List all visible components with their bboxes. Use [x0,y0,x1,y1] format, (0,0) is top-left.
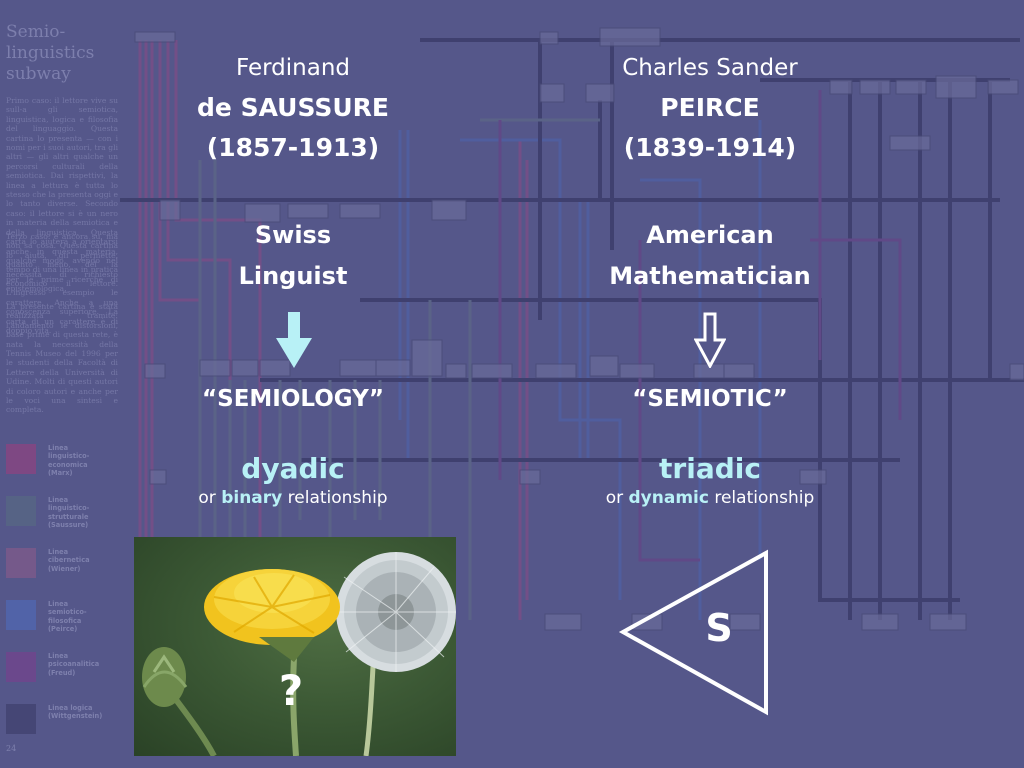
peirce-nationality: American [646,221,774,249]
saussure-first-name: Ferdinand [235,55,350,81]
down-arrow-icon [276,312,312,368]
panel-paragraph: Primo caso: il lettore vive su sull-a gl… [6,96,118,294]
peirce-relation-text: or dynamic relationship [570,486,850,510]
legend-swatch [6,704,36,734]
panel-title: Semio- linguistics subway [6,22,95,84]
relation-suffix: relationship [708,488,815,508]
legend-swatch [6,652,36,682]
saussure-heading: Ferdinand de SAUSSURE (1857-1913) [170,48,416,168]
legend-swatch [6,444,36,474]
question-mark: ? [278,666,304,715]
semiotic-triangle [618,549,768,716]
peirce-heading: Charles Sander PEIRCE (1839-1914) [585,48,835,168]
legend-item: Linea linguistico- economica (Marx) [6,444,126,484]
legend-label: Linea psicoanalitica (Freud) [48,652,100,677]
saussure-profession: Linguist [238,262,348,290]
legend-swatch [6,496,36,526]
legend-label: Linea linguistico- economica (Marx) [48,444,90,478]
relation-type: dynamic [628,488,709,508]
relation-prefix: or [605,488,629,508]
peirce-first-name: Charles Sander [622,55,798,81]
legend-item: Linea psicoanalitica (Freud) [6,652,126,692]
legend-item: Linea linguistico- strutturale (Saussure… [6,496,126,536]
peirce-relation-adjective: triadic [659,452,761,485]
peirce-term: “SEMIOTIC” [632,386,788,412]
legend-swatch [6,548,36,578]
dandelion-illustration [142,552,456,756]
legend-label: Linea semiotico- filosofica (Peirce) [48,600,87,634]
peirce-dates: (1839-1914) [623,133,797,162]
dandelion-photo [134,537,456,756]
peirce-occupation: American Mathematician [575,215,845,297]
legend-label: Linea logica (Wittgenstein) [48,704,103,721]
peirce-profession: Mathematician [609,262,811,290]
legend-label: Linea cibernetica (Wiener) [48,548,90,573]
saussure-nationality: Swiss [254,221,332,249]
panel-paragraph: Terzo caso: è ancora su, ma non sa cosa.… [6,232,118,336]
saussure-relation: dyadic or binary relationship [150,452,436,510]
peirce-surname: PEIRCE [660,93,760,122]
relation-type: binary [221,488,283,508]
legend-item: Linea semiotico- filosofica (Peirce) [6,600,126,640]
saussure-dates: (1857-1913) [206,133,380,162]
legend-item: Linea cibernetica (Wiener) [6,548,126,588]
saussure-surname: de SAUSSURE [197,93,389,122]
panel-paragraph: La presente cartina è stata realizzata t… [6,302,118,415]
peirce-relation: triadic or dynamic relationship [570,452,850,510]
saussure-occupation: Swiss Linguist [170,215,416,297]
saussure-relation-adjective: dyadic [241,452,345,485]
legend-swatch [6,600,36,630]
legend-label: Linea linguistico- strutturale (Saussure… [48,496,90,530]
triangle-sign-label: S [705,606,733,650]
relation-prefix: or [198,488,222,508]
down-arrow-outline-icon [694,312,726,368]
saussure-term: “SEMIOLOGY” [202,386,384,412]
legend-item: Linea logica (Wittgenstein) [6,704,126,744]
saussure-relation-text: or binary relationship [150,486,436,510]
page-number: 24 [6,744,17,753]
relation-suffix: relationship [282,488,388,508]
